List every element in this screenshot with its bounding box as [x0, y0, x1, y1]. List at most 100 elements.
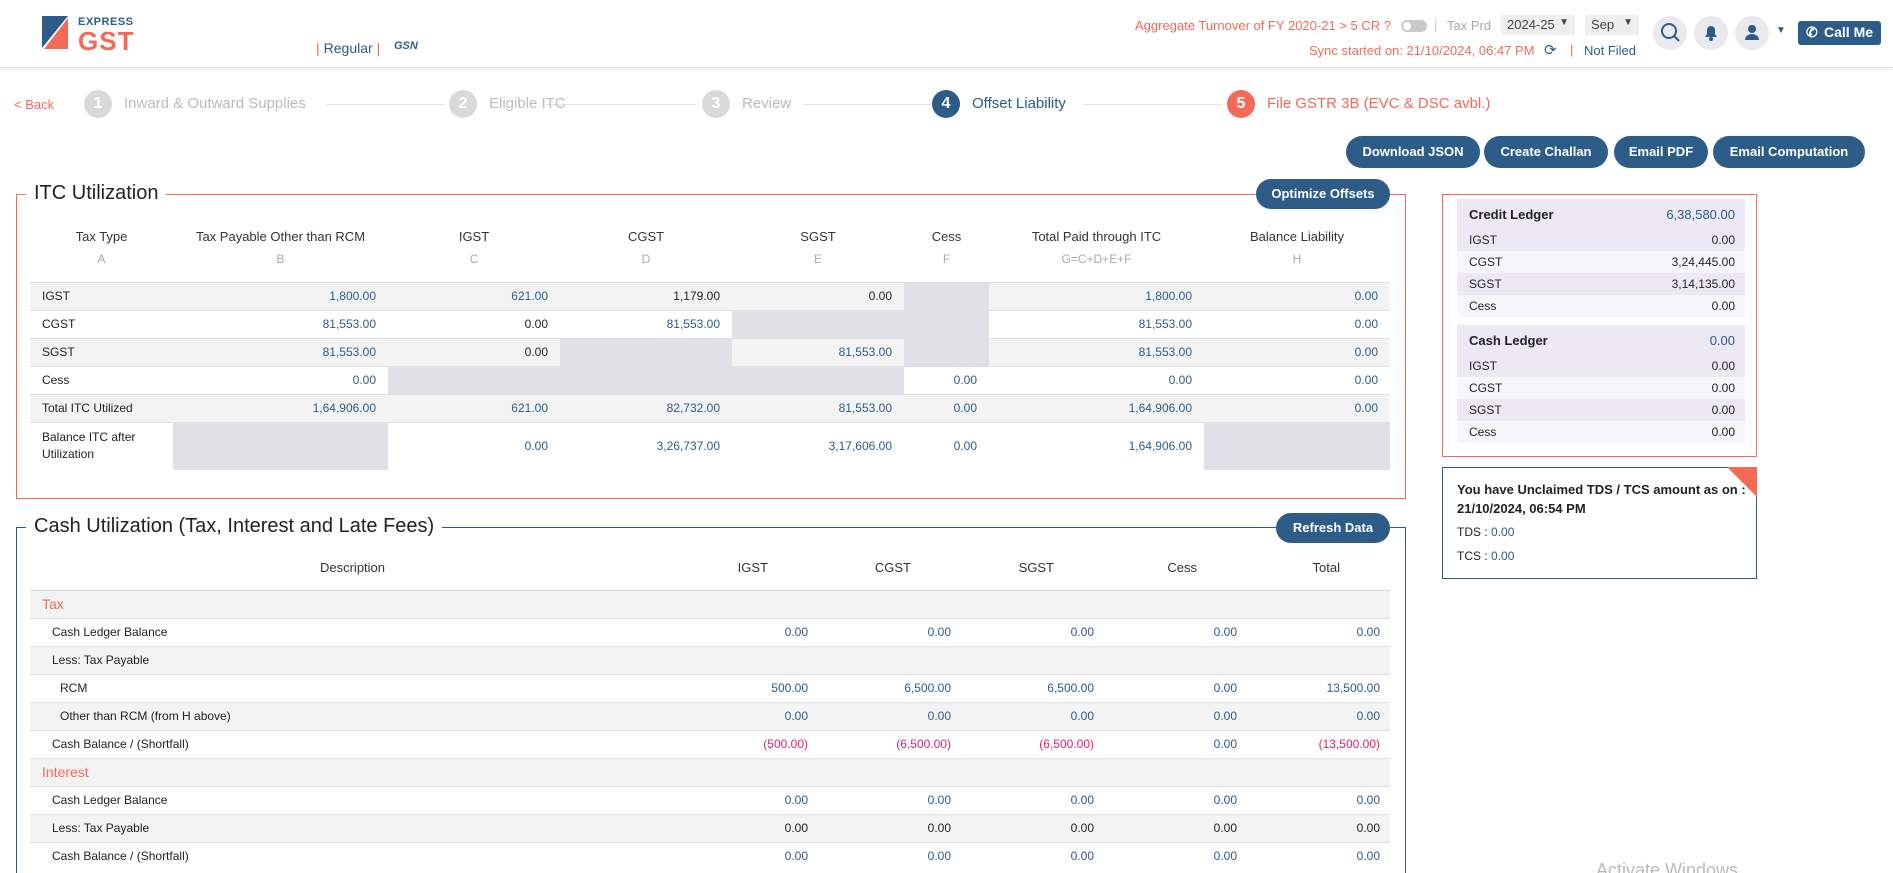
- create-challan-button[interactable]: Create Challan: [1484, 136, 1608, 168]
- cell-sgst: (6,500.00): [961, 729, 1104, 758]
- tcs-value: 0.00: [1491, 549, 1515, 563]
- chevron-down-icon: ▼: [1559, 17, 1569, 28]
- table-row: CGST 81,553.00 0.00 81,553.00 81,553.00 …: [30, 309, 1390, 338]
- ledger-key: Cess: [1469, 299, 1497, 313]
- cell-h: 0.00: [1204, 309, 1390, 338]
- call-me-button[interactable]: ✆ Call Me: [1798, 21, 1881, 45]
- table-row: Cash Ledger Balance 0.00 0.00 0.00 0.00 …: [30, 617, 1390, 646]
- list-item: Cess 0.00: [1457, 295, 1745, 317]
- row-label: IGST: [30, 281, 173, 310]
- email-computation-button[interactable]: Email Computation: [1713, 136, 1865, 168]
- cell-igst: 0.00: [675, 617, 818, 646]
- optimize-offsets-button[interactable]: Optimize Offsets: [1256, 179, 1390, 209]
- cell-f: 0.00: [904, 365, 989, 394]
- credit-ledger-total: 6,38,580.00: [1666, 207, 1735, 222]
- col-subheader: G=C+D+E+F: [1061, 252, 1132, 266]
- cell-cgst: 0.00: [818, 841, 961, 870]
- table-row: Less: Tax Payable: [30, 645, 1390, 674]
- aggregate-turnover-toggle[interactable]: [1401, 20, 1427, 32]
- user-avatar-icon[interactable]: [1735, 16, 1769, 50]
- refresh-icon[interactable]: ⟳: [1544, 42, 1557, 59]
- cell-h: 0.00: [1204, 337, 1390, 366]
- cell-b: [173, 421, 388, 470]
- chevron-down-icon: ▼: [1623, 17, 1633, 28]
- cell-e: [732, 365, 904, 394]
- list-item: IGST 0.00: [1457, 229, 1745, 251]
- download-json-button[interactable]: Download JSON: [1346, 136, 1480, 168]
- table-row: IGST 1,800.00 621.00 1,179.00 0.00 1,800…: [30, 281, 1390, 310]
- step-connector: [804, 104, 930, 105]
- separator: |: [1570, 42, 1574, 57]
- ledger-key: IGST: [1469, 233, 1498, 247]
- list-item: SGST 3,14,135.00: [1457, 273, 1745, 295]
- email-pdf-button[interactable]: Email PDF: [1614, 136, 1708, 168]
- cell-c: [388, 365, 560, 394]
- step-number: 1: [84, 90, 112, 118]
- table-row: Cess 0.00 0.00 0.00 0.00: [30, 365, 1390, 394]
- col-subheader: C: [469, 252, 479, 266]
- cell-sgst: 0.00: [961, 617, 1104, 646]
- brand-logo[interactable]: EXPRESS GST: [38, 14, 148, 56]
- cell-igst: 0.00: [675, 841, 818, 870]
- step-number: 4: [932, 90, 960, 118]
- cell-total: 0.00: [1247, 701, 1390, 730]
- cell-c[interactable]: 0.00: [388, 337, 560, 366]
- cell-igst[interactable]: 0.00: [675, 813, 818, 842]
- refresh-data-button[interactable]: Refresh Data: [1276, 513, 1390, 543]
- cell-g: 1,64,906.00: [989, 393, 1204, 422]
- cell-d: 3,26,737.00: [560, 421, 732, 470]
- user-menu-chevron-icon[interactable]: ▼: [1776, 25, 1786, 36]
- step-label: Inward & Outward Supplies: [124, 95, 306, 112]
- col-subheader: A: [97, 252, 106, 266]
- row-label: SGST: [30, 337, 173, 366]
- cell-total: 13,500.00: [1247, 673, 1390, 702]
- col-subheader: H: [1292, 252, 1302, 266]
- cell-d[interactable]: 1,179.00: [560, 281, 732, 310]
- back-link[interactable]: < Back: [14, 97, 55, 112]
- cell-cgst: 6,500.00: [818, 673, 961, 702]
- tds-message: You have Unclaimed TDS / TCS amount as o…: [1457, 482, 1746, 516]
- year-select[interactable]: 2024-25 ▼: [1501, 15, 1575, 35]
- windows-activation-watermark: Activate Windows: [1596, 860, 1739, 873]
- cell-cess[interactable]: 0.00: [1104, 813, 1247, 842]
- col-header: SGST: [800, 228, 836, 244]
- cell-g: 0.00: [989, 365, 1204, 394]
- notification-bell-icon[interactable]: [1694, 16, 1728, 50]
- cell-f: [904, 337, 989, 366]
- cash-ledger-header: Cash Ledger 0.00: [1457, 325, 1745, 355]
- step-label: Eligible ITC: [489, 95, 566, 112]
- cell-sgst[interactable]: 0.00: [961, 813, 1104, 842]
- cash-utilization-panel: [16, 527, 1406, 873]
- cell-total: 0.00: [1247, 785, 1390, 814]
- col-header: Description: [30, 546, 675, 591]
- cell-e[interactable]: 0.00: [732, 281, 904, 310]
- col-header: CGST: [818, 546, 961, 591]
- cell-g: 1,800.00: [989, 281, 1204, 310]
- section-row: Interest: [30, 757, 1390, 786]
- cell-c: 621.00: [388, 281, 560, 310]
- cell-e: 81,553.00: [732, 393, 904, 422]
- section-label: Interest: [30, 757, 675, 786]
- cell-cgst: 0.00: [818, 785, 961, 814]
- filing-status: Not Filed: [1584, 43, 1637, 58]
- row-label: Other than RCM (from H above): [30, 701, 675, 730]
- itc-utilization-panel: [16, 194, 1406, 499]
- row-label: Less: Tax Payable: [30, 813, 675, 842]
- ledger-value: 3,14,135.00: [1671, 277, 1735, 291]
- cell-igst: (500.00): [675, 729, 818, 758]
- cell-f: [904, 309, 989, 338]
- col-header: Tax Type: [75, 228, 128, 244]
- table-row: Cash Ledger Balance 0.00 0.00 0.00 0.00 …: [30, 785, 1390, 814]
- tds-row: TDS : 0.00: [1457, 525, 1514, 539]
- cell-b: 1,64,906.00: [173, 393, 388, 422]
- step-number: 2: [449, 90, 477, 118]
- cash-ledger-total: 0.00: [1709, 333, 1735, 348]
- cell-c[interactable]: 0.00: [388, 309, 560, 338]
- step-label: Review: [742, 95, 792, 112]
- cell-cgst[interactable]: 0.00: [818, 813, 961, 842]
- search-icon[interactable]: [1653, 16, 1687, 50]
- cell-d: [560, 337, 732, 366]
- month-select[interactable]: Sep ▼: [1585, 15, 1639, 35]
- col-subheader: D: [641, 252, 651, 266]
- ledger-summary-panel: Credit Ledger 6,38,580.00 IGST 0.00 CGST…: [1442, 194, 1757, 457]
